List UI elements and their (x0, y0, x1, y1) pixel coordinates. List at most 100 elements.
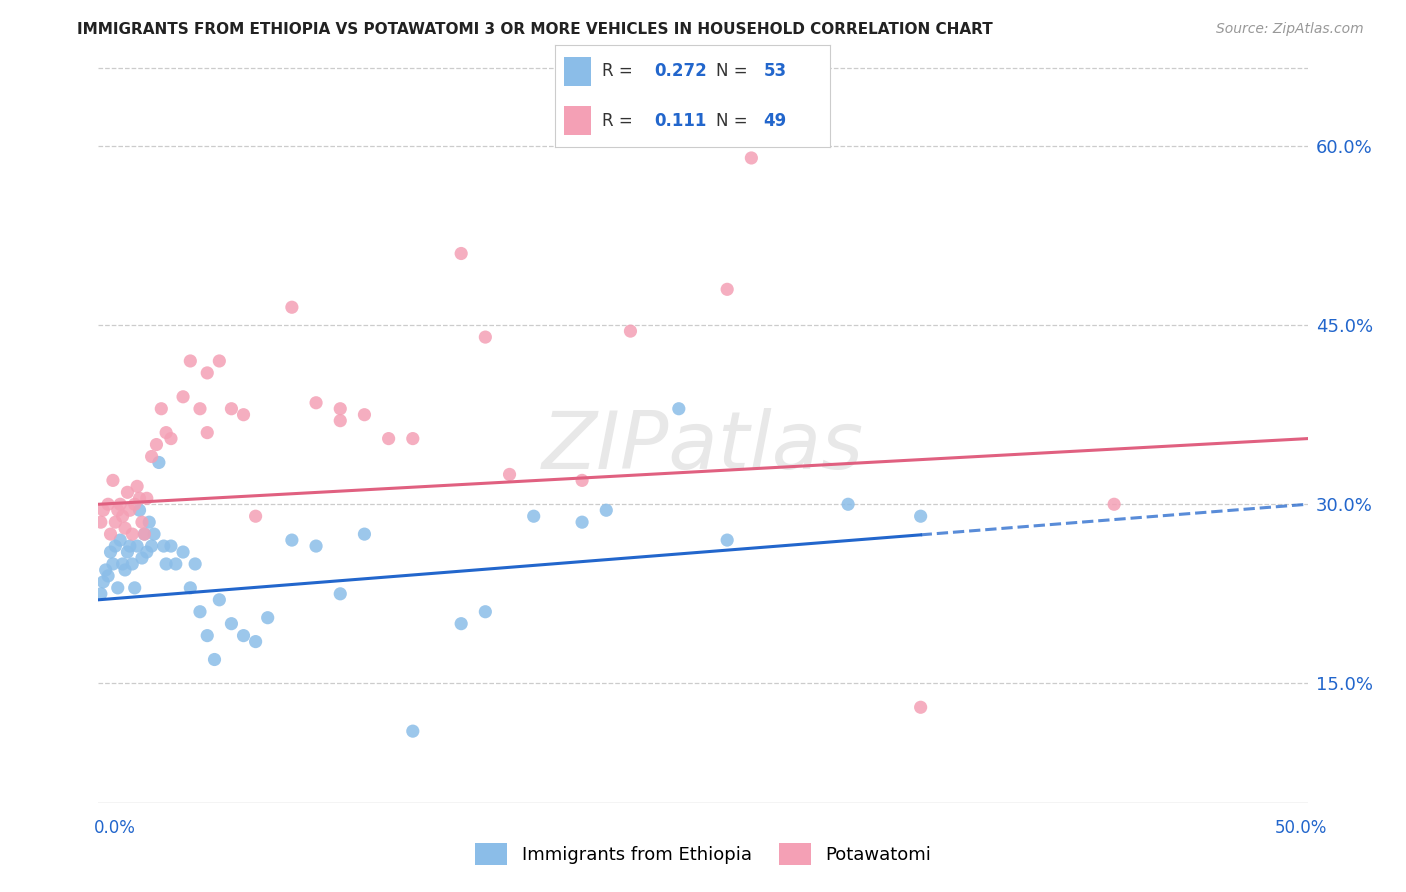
Point (97, 569, 120, 583)
Point (124, 497, 146, 511)
Point (108, 533, 131, 547)
Point (111, 557, 134, 571)
Point (716, 533, 738, 547)
Point (208, 354, 231, 368)
Point (131, 551, 153, 566)
Point (910, 700, 932, 714)
Point (100, 545, 122, 559)
Point (474, 330, 496, 344)
Point (740, 151, 762, 165)
Point (668, 401, 690, 416)
Point (571, 515, 593, 529)
Text: IMMIGRANTS FROM ETHIOPIA VS POTAWATOMI 3 OR MORE VEHICLES IN HOUSEHOLD CORRELATI: IMMIGRANTS FROM ETHIOPIA VS POTAWATOMI 3… (77, 22, 993, 37)
Point (165, 557, 187, 571)
Point (118, 539, 141, 553)
Point (121, 527, 143, 541)
Point (221, 401, 243, 416)
Point (188, 401, 211, 416)
Point (232, 408, 254, 422)
Point (160, 432, 183, 446)
FancyBboxPatch shape (564, 57, 591, 86)
Point (104, 515, 127, 529)
Point (90, 587, 112, 601)
Point (117, 485, 139, 500)
Point (114, 521, 136, 535)
Point (1102, 497, 1125, 511)
Point (127, 539, 149, 553)
Point (716, 282, 738, 296)
Point (91, 503, 114, 517)
Point (245, 634, 267, 648)
Point (172, 545, 194, 559)
Point (143, 527, 166, 541)
Point (127, 479, 149, 493)
Point (150, 401, 173, 416)
Point (131, 515, 153, 529)
Point (474, 605, 496, 619)
Text: 0.111: 0.111 (654, 112, 706, 129)
Point (141, 539, 163, 553)
Text: N =: N = (716, 62, 752, 79)
Point (523, 509, 546, 524)
Point (329, 401, 352, 416)
Point (104, 539, 127, 553)
Point (114, 563, 136, 577)
Point (135, 545, 157, 559)
Text: 49: 49 (763, 112, 787, 129)
Point (353, 408, 375, 422)
Point (329, 414, 352, 428)
Point (179, 581, 201, 595)
Point (281, 533, 304, 547)
Point (245, 509, 267, 524)
Point (595, 503, 617, 517)
Point (107, 503, 129, 517)
Point (135, 491, 157, 506)
Point (184, 557, 207, 571)
Text: 0.272: 0.272 (654, 62, 707, 79)
Point (195, 366, 218, 380)
Point (195, 629, 218, 643)
Point (97, 497, 120, 511)
Point (148, 455, 170, 469)
Point (188, 605, 211, 619)
Point (498, 467, 520, 482)
Text: N =: N = (716, 112, 752, 129)
Point (256, 610, 278, 624)
Text: 50.0%: 50.0% (1274, 819, 1327, 837)
Point (571, 474, 593, 488)
Point (155, 425, 177, 440)
Point (910, 509, 932, 524)
Point (121, 557, 143, 571)
Point (128, 503, 150, 517)
Point (134, 527, 156, 541)
Point (232, 629, 254, 643)
Point (402, 724, 425, 739)
Point (179, 354, 201, 368)
Point (138, 515, 160, 529)
Point (281, 300, 304, 314)
Point (160, 539, 183, 553)
Point (91, 574, 114, 589)
Point (155, 557, 177, 571)
Point (134, 527, 156, 541)
Point (90, 515, 112, 529)
Point (172, 390, 194, 404)
Text: ZIPatlas: ZIPatlas (541, 409, 865, 486)
Point (111, 509, 134, 524)
Point (221, 616, 243, 631)
Point (108, 497, 131, 511)
Point (152, 539, 174, 553)
Point (141, 450, 163, 464)
Point (204, 652, 226, 666)
Point (208, 592, 231, 607)
Point (377, 432, 399, 446)
Point (353, 527, 375, 541)
Point (101, 557, 124, 571)
Text: 53: 53 (763, 62, 787, 79)
Point (101, 474, 124, 488)
Point (195, 425, 218, 440)
Point (107, 581, 129, 595)
Point (117, 545, 139, 559)
Point (128, 491, 150, 506)
Point (450, 616, 472, 631)
